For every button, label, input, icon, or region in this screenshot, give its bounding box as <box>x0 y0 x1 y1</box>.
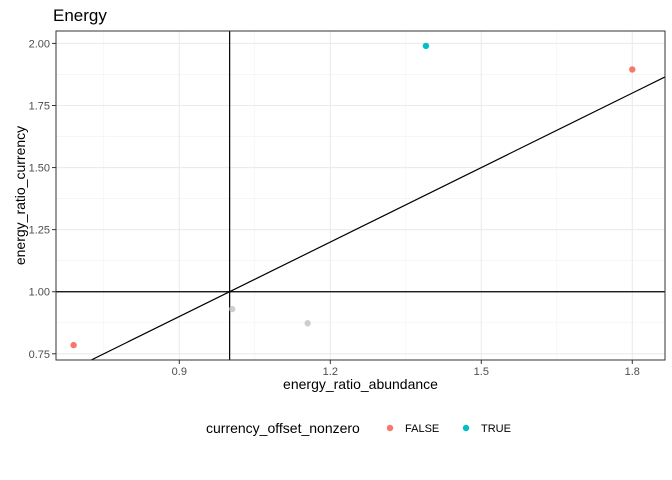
chart-title: Energy <box>53 6 107 25</box>
y-tick-label: 1.50 <box>29 163 50 175</box>
legend: currency_offset_nonzero FALSE TRUE <box>206 420 511 436</box>
y-tick-label: 1.75 <box>29 100 50 112</box>
panel-border <box>55 30 666 361</box>
data-point <box>304 320 311 327</box>
legend-title: currency_offset_nonzero <box>206 420 360 436</box>
x-axis-ticks: 0.9 1.2 1.5 1.8 <box>172 360 640 378</box>
legend-key-true <box>462 424 470 432</box>
grid <box>56 31 665 360</box>
legend-label-false: FALSE <box>405 423 439 435</box>
x-tick-label: 1.2 <box>323 366 338 378</box>
x-tick-label: 0.9 <box>172 366 187 378</box>
y-tick-label: 1.00 <box>29 287 50 299</box>
x-tick-label: 1.5 <box>474 366 489 378</box>
y-tick-label: 1.25 <box>29 225 50 237</box>
x-axis-title: energy_ratio_abundance <box>283 376 438 392</box>
identity-line <box>89 76 665 360</box>
data-points <box>70 42 636 349</box>
legend-key-false <box>386 424 394 432</box>
y-axis-ticks: 0.75 1.00 1.25 1.50 1.75 2.00 <box>29 38 56 361</box>
data-point <box>228 305 236 313</box>
x-tick-label: 1.8 <box>625 366 640 378</box>
y-axis-title: energy_ratio_currency <box>12 126 28 265</box>
data-point <box>70 341 77 349</box>
y-tick-label: 0.75 <box>29 349 50 361</box>
data-point <box>422 42 430 50</box>
y-tick-label: 2.00 <box>29 38 50 50</box>
data-point <box>629 66 636 73</box>
legend-label-true: TRUE <box>481 423 511 435</box>
reference-lines <box>56 31 665 360</box>
